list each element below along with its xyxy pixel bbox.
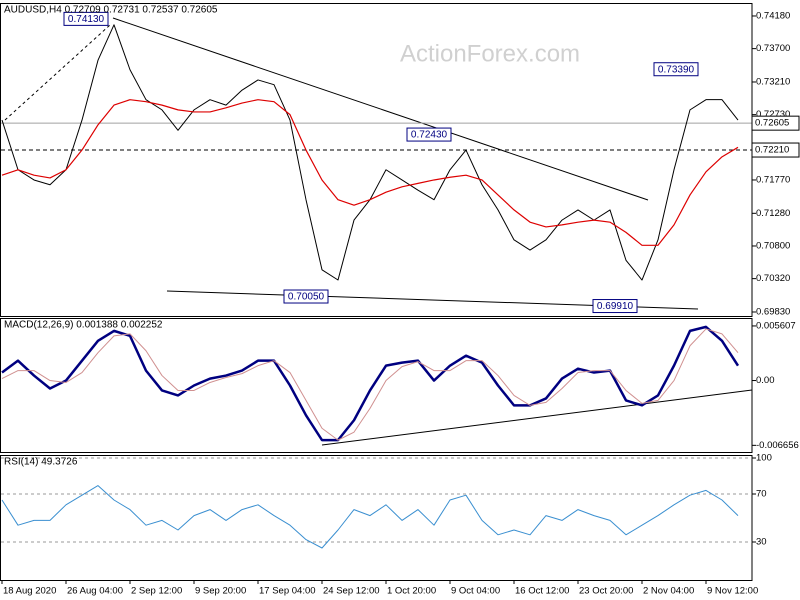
y-tick-label: 0.73700 bbox=[756, 43, 790, 54]
y-tick-label: 0.74180 bbox=[756, 10, 790, 21]
macd-panel bbox=[0, 318, 753, 453]
y-tick-label: 100 bbox=[756, 453, 772, 464]
x-tick-label: 2 Nov 04:00 bbox=[643, 586, 694, 597]
annotation-box bbox=[63, 11, 109, 26]
annotation-box bbox=[592, 299, 638, 314]
y-tick-label: 30 bbox=[756, 537, 767, 548]
y-tick-label: 0.73210 bbox=[756, 76, 790, 87]
macd-trend-line bbox=[321, 389, 753, 446]
y-tick-label: 0.72730 bbox=[756, 109, 790, 120]
annotation-label: 0.72430 bbox=[411, 130, 448, 141]
series-line bbox=[1, 328, 739, 441]
series-line bbox=[1, 485, 739, 549]
axis: 0.74180 0.73700 0.73210 0.72730 0.71770 0.712… bbox=[3, 10, 799, 596]
annotation-box bbox=[653, 62, 699, 77]
y-tick-label: 0.69830 bbox=[756, 307, 790, 318]
x-tick-label: 9 Nov 12:00 bbox=[707, 586, 758, 597]
rsi-panel bbox=[0, 455, 753, 581]
y-tick-label: 0.70320 bbox=[756, 273, 790, 284]
annotation-box bbox=[406, 127, 452, 142]
x-tick-label: 23 Oct 20:00 bbox=[579, 586, 633, 597]
annotation-label: 0.74130 bbox=[68, 14, 105, 25]
x-tick-label: 18 Aug 2020 bbox=[3, 586, 56, 597]
y-tick-label: 0.71280 bbox=[756, 208, 790, 219]
y-tick-label: 0.71770 bbox=[756, 174, 790, 185]
trend-line bbox=[112, 17, 649, 201]
y-tick-label: 0.00 bbox=[756, 375, 775, 386]
price-label: 0.72210 bbox=[755, 145, 789, 156]
panel-title: RSI(14) 49.3726 bbox=[4, 457, 78, 468]
price-label-box bbox=[751, 115, 800, 131]
x-tick-label: 9 Oct 04:00 bbox=[451, 586, 500, 597]
x-tick-label: 9 Sep 20:00 bbox=[195, 586, 246, 597]
watermark: ActionForex.com bbox=[400, 40, 580, 67]
x-tick-label: 24 Sep 12:00 bbox=[323, 586, 380, 597]
y-tick-label: -0.006656 bbox=[756, 440, 799, 451]
x-tick-label: 16 Oct 12:00 bbox=[515, 586, 569, 597]
panel-title: MACD(12,26,9) 0.001388 0.002252 bbox=[4, 320, 163, 331]
y-tick-label: 0.005607 bbox=[756, 320, 796, 331]
price-panel bbox=[0, 3, 753, 317]
annotation-label: 0.69910 bbox=[597, 301, 634, 312]
y-tick-label: 0.70800 bbox=[756, 240, 790, 251]
x-tick-label: 17 Sep 04:00 bbox=[259, 586, 316, 597]
panel-title: AUDUSD,H4 0.72709 0.72731 0.72537 0.7260… bbox=[4, 5, 218, 16]
annotation-label: 0.70050 bbox=[288, 292, 325, 303]
price-label: 0.72605 bbox=[755, 118, 789, 129]
price-label-box bbox=[751, 142, 800, 158]
series-line bbox=[1, 99, 739, 246]
x-tick-label: 1 Oct 20:00 bbox=[387, 586, 436, 597]
y-tick-label: 70 bbox=[756, 489, 767, 500]
annotation-box bbox=[283, 289, 329, 304]
x-tick-label: 2 Sep 12:00 bbox=[131, 586, 182, 597]
annotation-label: 0.73390 bbox=[658, 64, 695, 75]
x-tick-label: 26 Aug 04:00 bbox=[67, 586, 123, 597]
